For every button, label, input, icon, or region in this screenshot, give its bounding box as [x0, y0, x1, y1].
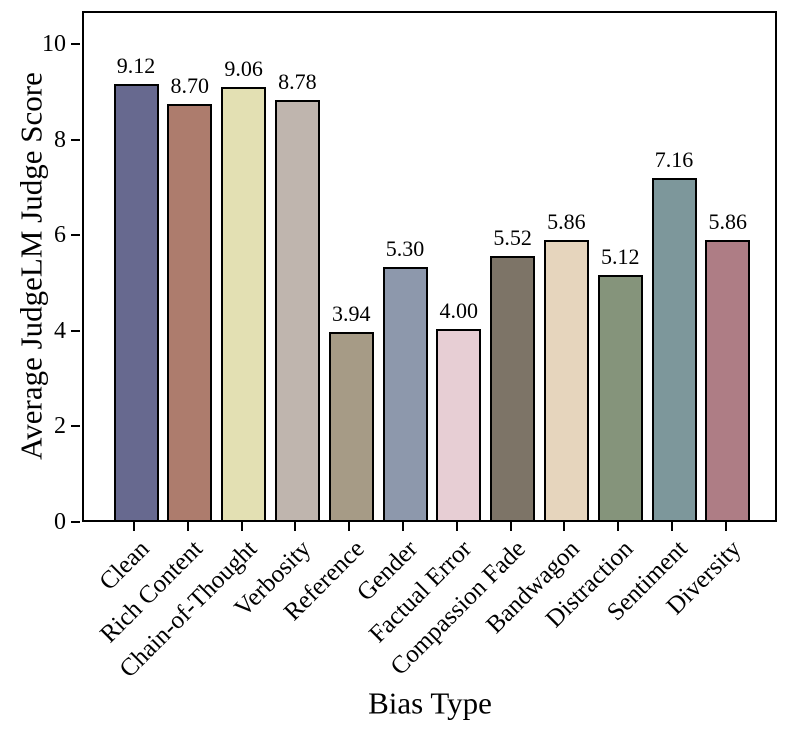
y-axis-tick-label: 8	[54, 126, 66, 153]
bar-value-label: 5.30	[385, 236, 425, 261]
y-axis-tick	[71, 425, 80, 428]
plot-area: 9.12 8.70 9.06 8.78 3.94 5.30 4.00 5.52 5.86 5.12…	[82, 11, 777, 522]
x-axis-tick	[617, 522, 619, 531]
x-axis-tick	[294, 522, 296, 531]
x-axis-label: Bias Type	[368, 685, 492, 721]
x-axis-tick	[348, 522, 350, 531]
y-axis-tick	[71, 234, 80, 237]
bar-value-label: 5.12	[600, 244, 640, 269]
x-axis-tick	[510, 522, 512, 531]
x-axis-tick	[671, 522, 673, 531]
bar-value-label: 9.12	[116, 53, 156, 78]
x-axis-tick	[133, 522, 135, 531]
bar-value-label: 7.16	[654, 147, 694, 172]
bar-distraction	[598, 275, 643, 520]
x-axis-tick	[456, 522, 458, 531]
bar-value-label: 3.94	[331, 301, 371, 326]
bar-gender	[383, 267, 428, 520]
bar-bandwagon	[544, 240, 589, 520]
bar-factual-error	[436, 329, 481, 520]
y-axis-tick-label: 6	[54, 222, 66, 249]
x-axis-tick	[563, 522, 565, 531]
bar-value-label: 9.06	[224, 56, 263, 81]
bar-value-label: 5.86	[547, 209, 586, 234]
bar-sentiment	[652, 178, 697, 520]
y-axis-tick	[71, 138, 80, 141]
x-axis-tick	[241, 522, 243, 531]
bar-value-label: 8.78	[278, 69, 317, 94]
y-axis-tick	[71, 42, 80, 45]
y-axis-tick-label: 4	[54, 317, 66, 344]
bar-compassion-fade	[490, 256, 535, 520]
bar-diversity	[705, 240, 750, 520]
y-axis-tick-label: 0	[54, 509, 66, 535]
y-axis-label: Average JudgeLM Judge Score	[13, 72, 49, 460]
bar-chain-of-thought	[221, 87, 266, 520]
bar-value-label: 5.86	[708, 209, 748, 234]
bar-verbosity	[275, 100, 320, 520]
bar-rich-content	[167, 104, 212, 520]
x-axis-tick	[725, 522, 727, 531]
y-axis-tick-label: 10	[42, 30, 66, 57]
x-axis-tick	[402, 522, 404, 531]
y-axis-tick	[71, 521, 80, 523]
x-axis-tick	[187, 522, 189, 531]
bar-value-label: 5.52	[493, 225, 532, 250]
y-axis-tick	[71, 329, 80, 332]
bar-value-label: 8.70	[170, 73, 210, 98]
bar-reference	[329, 332, 374, 520]
bar-clean	[114, 84, 159, 520]
y-axis-tick-label: 2	[54, 413, 66, 440]
bar-value-label: 4.00	[439, 298, 479, 323]
